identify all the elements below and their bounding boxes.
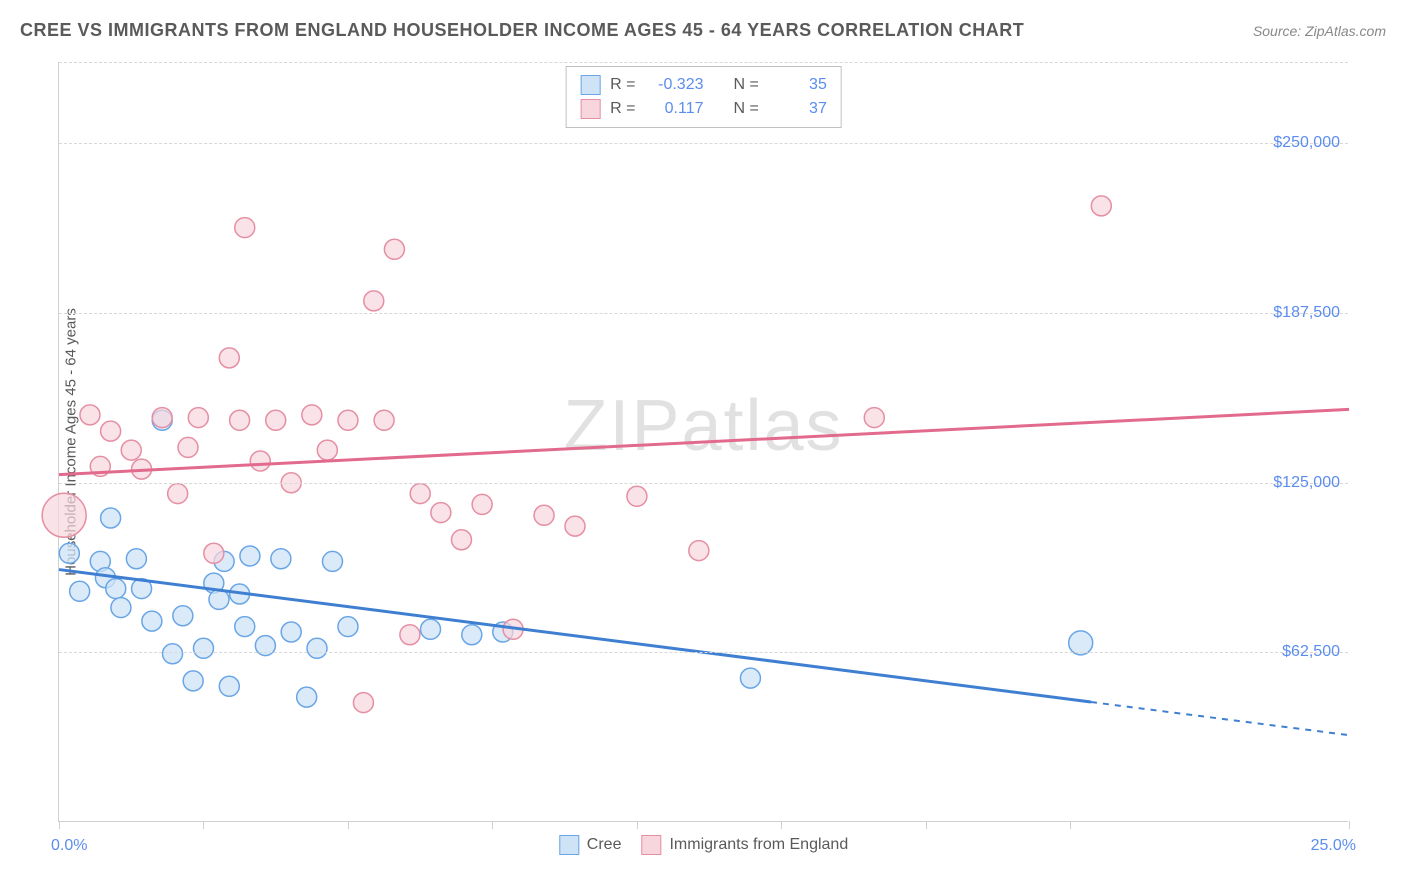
- scatter-point: [297, 687, 317, 707]
- scatter-point: [235, 617, 255, 637]
- scatter-point: [400, 625, 420, 645]
- scatter-point: [219, 348, 239, 368]
- scatter-point: [740, 668, 760, 688]
- scatter-point: [193, 638, 213, 658]
- scatter-point: [121, 440, 141, 460]
- gridline: [59, 313, 1348, 314]
- chart-svg: [59, 62, 1348, 821]
- x-tick-label: 25.0%: [1311, 837, 1356, 855]
- scatter-point: [230, 410, 250, 430]
- x-tick: [59, 821, 60, 829]
- scatter-point: [534, 505, 554, 525]
- scatter-point: [168, 484, 188, 504]
- scatter-point: [302, 405, 322, 425]
- scatter-point: [106, 579, 126, 599]
- scatter-point: [431, 503, 451, 523]
- scatter-point: [111, 598, 131, 618]
- x-tick: [1070, 821, 1071, 829]
- scatter-point: [42, 493, 86, 537]
- y-tick-label: $250,000: [1273, 134, 1340, 152]
- scatter-point: [451, 530, 471, 550]
- scatter-point: [250, 451, 270, 471]
- gridline: [59, 143, 1348, 144]
- scatter-point: [410, 484, 430, 504]
- x-tick: [781, 821, 782, 829]
- scatter-point: [70, 581, 90, 601]
- scatter-point: [322, 551, 342, 571]
- scatter-point: [152, 408, 172, 428]
- scatter-point: [126, 549, 146, 569]
- legend-bottom: Cree Immigrants from England: [559, 835, 848, 855]
- scatter-point: [142, 611, 162, 631]
- scatter-point: [374, 410, 394, 430]
- scatter-point: [421, 619, 441, 639]
- legend-label: Immigrants from England: [669, 836, 848, 854]
- gridline: [59, 483, 1348, 484]
- scatter-point: [689, 541, 709, 561]
- scatter-point: [338, 617, 358, 637]
- scatter-point: [59, 543, 79, 563]
- scatter-point: [183, 671, 203, 691]
- scatter-point: [1091, 196, 1111, 216]
- scatter-point: [565, 516, 585, 536]
- scatter-point: [1069, 631, 1093, 655]
- scatter-point: [101, 421, 121, 441]
- scatter-point: [266, 410, 286, 430]
- scatter-point: [271, 549, 291, 569]
- source-label: Source: ZipAtlas.com: [1253, 23, 1386, 39]
- legend-item-england: Immigrants from England: [641, 835, 848, 855]
- scatter-point: [188, 408, 208, 428]
- scatter-point: [281, 622, 301, 642]
- scatter-point: [472, 494, 492, 514]
- x-tick: [492, 821, 493, 829]
- scatter-point: [80, 405, 100, 425]
- y-tick-label: $125,000: [1273, 474, 1340, 492]
- scatter-point: [173, 606, 193, 626]
- scatter-point: [219, 676, 239, 696]
- x-tick: [926, 821, 927, 829]
- scatter-point: [307, 638, 327, 658]
- scatter-point: [864, 408, 884, 428]
- scatter-point: [101, 508, 121, 528]
- plot-area: Householder Income Ages 45 - 64 years ZI…: [58, 62, 1348, 822]
- gridline: [59, 62, 1348, 63]
- scatter-point: [462, 625, 482, 645]
- swatch-cree: [559, 835, 579, 855]
- swatch-england: [641, 835, 661, 855]
- scatter-point: [384, 239, 404, 259]
- scatter-point: [163, 644, 183, 664]
- scatter-point: [627, 486, 647, 506]
- scatter-point: [240, 546, 260, 566]
- legend-item-cree: Cree: [559, 835, 622, 855]
- x-tick: [637, 821, 638, 829]
- scatter-point: [178, 437, 198, 457]
- x-tick-label: 0.0%: [51, 837, 87, 855]
- x-tick: [348, 821, 349, 829]
- regression-line-dashed: [1091, 702, 1349, 735]
- scatter-point: [338, 410, 358, 430]
- scatter-point: [364, 291, 384, 311]
- regression-line: [59, 409, 1349, 474]
- x-tick: [203, 821, 204, 829]
- scatter-point: [317, 440, 337, 460]
- legend-label: Cree: [587, 836, 622, 854]
- regression-line: [59, 570, 1091, 702]
- scatter-point: [235, 218, 255, 238]
- gridline: [59, 652, 1348, 653]
- chart-title: CREE VS IMMIGRANTS FROM ENGLAND HOUSEHOL…: [20, 20, 1024, 41]
- scatter-point: [353, 693, 373, 713]
- y-tick-label: $62,500: [1282, 643, 1340, 661]
- x-tick: [1349, 821, 1350, 829]
- scatter-point: [204, 543, 224, 563]
- y-tick-label: $187,500: [1273, 304, 1340, 322]
